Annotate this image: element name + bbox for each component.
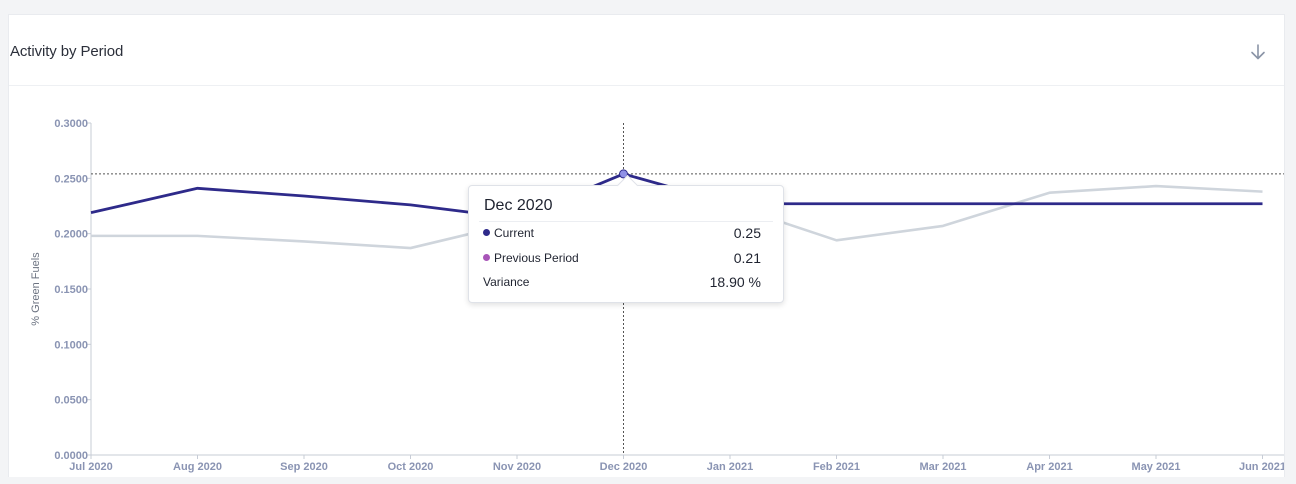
x-tick-label: Aug 2020 — [173, 461, 222, 473]
tooltip-value: 18.90 % — [709, 274, 761, 290]
y-tick-label: 0.0000 — [54, 450, 88, 462]
x-tick-label: Sep 2020 — [280, 461, 328, 473]
x-tick-label: Jun 2021 — [1239, 461, 1284, 473]
x-tick-label: Dec 2020 — [600, 461, 648, 473]
card-header: Activity by Period — [9, 15, 1284, 86]
tooltip-label: Variance — [483, 275, 530, 289]
arrow-down-icon — [1251, 44, 1265, 60]
tooltip-value: 0.25 — [733, 225, 761, 241]
x-tick-label: Jul 2020 — [69, 461, 112, 473]
chart-tooltip: Dec 2020 Current 0.25 Previous Period 0.… — [468, 174, 784, 303]
x-tick-label: Apr 2021 — [1026, 461, 1072, 473]
tooltip-value: 0.21 — [733, 250, 761, 266]
card-title: Activity by Period — [10, 43, 124, 60]
y-tick-label: 0.0500 — [54, 395, 88, 407]
tooltip-divider — [479, 221, 773, 222]
tooltip-label: Previous Period — [494, 251, 579, 265]
y-tick-label: 0.3000 — [54, 118, 88, 130]
tooltip-row-previous: Previous Period 0.21 — [483, 250, 761, 267]
tooltip-title: Dec 2020 — [484, 197, 553, 214]
y-tick-label: 0.2500 — [54, 173, 88, 185]
y-axis-label: % Green Fuels — [30, 252, 42, 326]
x-tick-label: May 2021 — [1132, 461, 1181, 473]
y-axis-ticks: 0.3000 0.2500 0.2000 0.1500 0.1000 0.0500 0.00… — [54, 118, 91, 462]
previous-legend-dot — [483, 254, 490, 261]
download-button[interactable] — [1246, 40, 1270, 64]
tooltip-row-current: Current 0.25 — [483, 225, 761, 242]
activity-card: Activity by Period Jul 2020 Aug 2020 Sep 2… — [8, 14, 1285, 477]
y-tick-label: 0.2000 — [54, 229, 88, 241]
y-tick-label: 0.1500 — [54, 284, 88, 296]
tooltip-row-variance: Variance 18.90 % — [483, 274, 761, 291]
tooltip-label: Current — [494, 226, 535, 240]
current-legend-dot — [483, 229, 490, 236]
x-tick-label: Nov 2020 — [493, 461, 541, 473]
x-axis-ticks: Jul 2020 Aug 2020 Sep 2020 Oct 2020 Nov 2020… — [69, 455, 1284, 473]
y-tick-label: 0.1000 — [54, 339, 88, 351]
x-tick-label: Jan 2021 — [707, 461, 753, 473]
x-tick-label: Mar 2021 — [919, 461, 966, 473]
x-tick-label: Oct 2020 — [388, 461, 434, 473]
x-tick-label: Feb 2021 — [813, 461, 860, 473]
